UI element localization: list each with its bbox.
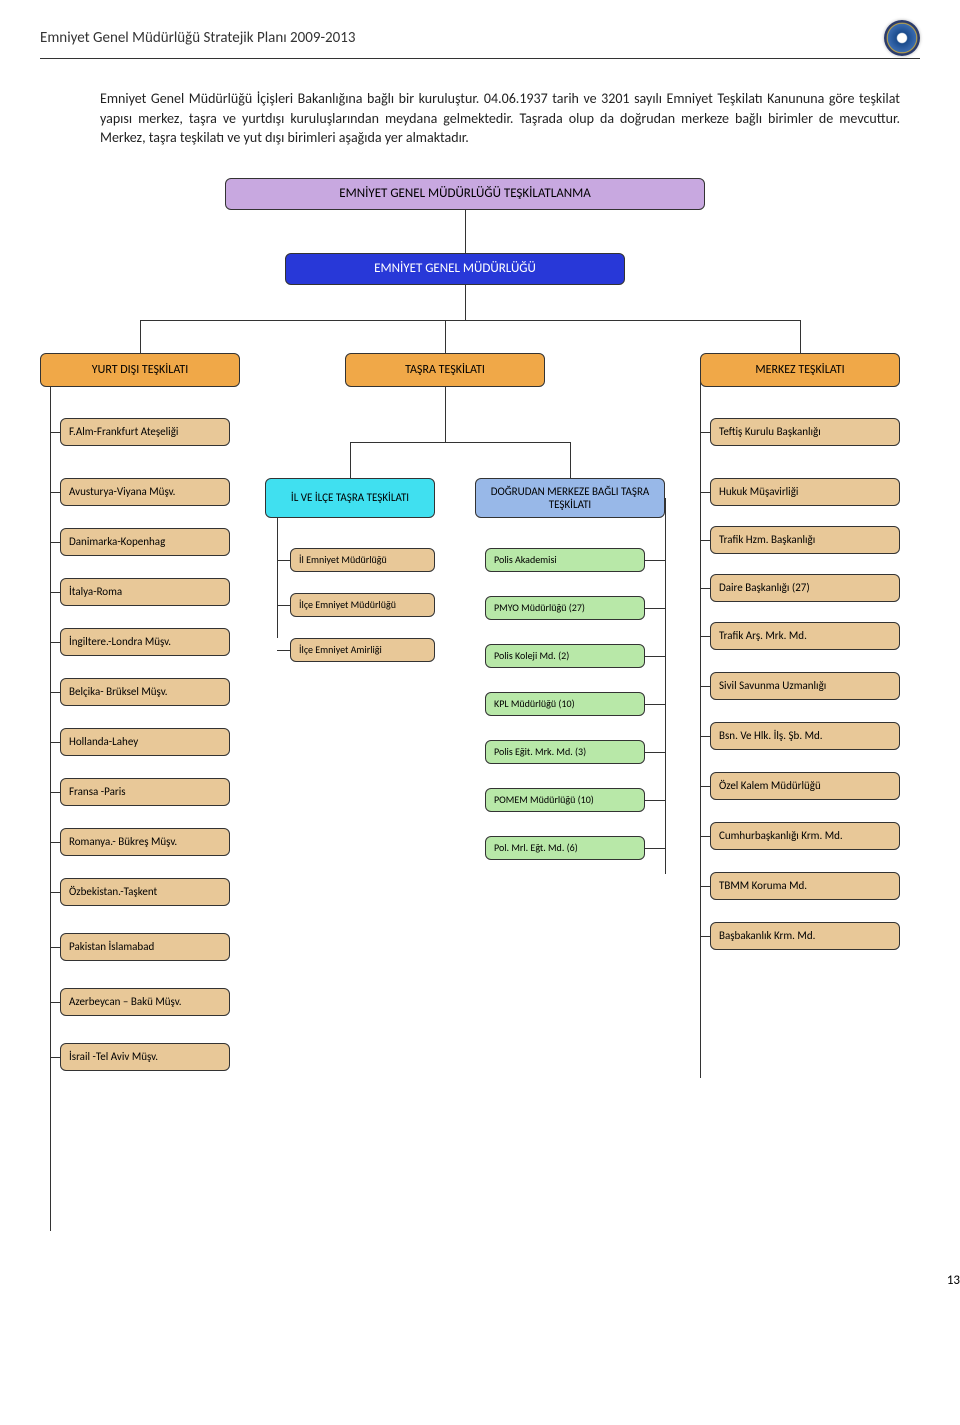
- node-yurt: YURT DIŞI TEŞKİLATI: [40, 353, 240, 387]
- page-number: 13: [947, 1273, 960, 1288]
- yurt-item-9: Özbekistan.-Taşkent: [60, 878, 230, 906]
- merkez-item-4: Trafik Arş. Mrk. Md.: [710, 622, 900, 650]
- node-dogrudan: DOĞRUDAN MERKEZE BAĞLI TAŞRA TEŞKİLATI: [475, 478, 665, 518]
- merkez-item-9: TBMM Koruma Md.: [710, 872, 900, 900]
- yurt-item-10: Pakistan İslamabad: [60, 933, 230, 961]
- dog-item-6: Pol. Mrl. Eğt. Md. (6): [485, 836, 645, 860]
- merkez-item-7: Özel Kalem Müdürlüğü: [710, 772, 900, 800]
- merkez-item-0: Teftiş Kurulu Başkanlığı: [710, 418, 900, 446]
- yurt-item-5: Belçika- Brüksel Müşv.: [60, 678, 230, 706]
- yurt-item-1: Avusturya-Viyana Müşv.: [60, 478, 230, 506]
- page-header: Emniyet Genel Müdürlüğü Stratejik Planı …: [40, 29, 355, 47]
- intro-paragraph: Emniyet Genel Müdürlüğü İçişleri Bakanlı…: [100, 89, 900, 148]
- yurt-item-8: Romanya.- Bükreş Müşv.: [60, 828, 230, 856]
- merkez-item-5: Sivil Savunma Uzmanlığı: [710, 672, 900, 700]
- yurt-item-12: İsrail -Tel Aviv Müşv.: [60, 1043, 230, 1071]
- merkez-item-6: Bsn. Ve Hlk. İlş. Şb. Md.: [710, 722, 900, 750]
- yurt-item-2: Danimarka-Kopenhag: [60, 528, 230, 556]
- yurt-item-4: İngiltere.-Londra Müşv.: [60, 628, 230, 656]
- merkez-item-10: Başbakanlık Krm. Md.: [710, 922, 900, 950]
- node-root: EMNİYET GENEL MÜDÜRLÜĞÜ TEŞKİLATLANMA: [225, 178, 705, 210]
- dog-item-4: Polis Eğit. Mrk. Md. (3): [485, 740, 645, 764]
- yurt-item-7: Fransa -Paris: [60, 778, 230, 806]
- dog-item-1: PMYO Müdürlüğü (27): [485, 596, 645, 620]
- ilce-item-2: İlçe Emniyet Amirliği: [290, 638, 435, 662]
- dog-item-0: Polis Akademisi: [485, 548, 645, 572]
- logo-badge: [884, 20, 920, 56]
- yurt-item-6: Hollanda-Lahey: [60, 728, 230, 756]
- dog-item-2: Polis Koleji Md. (2): [485, 644, 645, 668]
- node-ilce-tasra: İL VE İLÇE TAŞRA TEŞKİLATI: [265, 478, 435, 518]
- merkez-item-8: Cumhurbaşkanlığı Krm. Md.: [710, 822, 900, 850]
- ilce-item-0: İl Emniyet Müdürlüğü: [290, 548, 435, 572]
- ilce-item-1: İlçe Emniyet Müdürlüğü: [290, 593, 435, 617]
- yurt-item-3: İtalya-Roma: [60, 578, 230, 606]
- dog-item-5: POMEM Müdürlüğü (10): [485, 788, 645, 812]
- merkez-item-2: Trafik Hzm. Başkanlığı: [710, 526, 900, 554]
- node-merkez: MERKEZ TEŞKİLATI: [700, 353, 900, 387]
- node-egm: EMNİYET GENEL MÜDÜRLÜĞÜ: [285, 253, 625, 285]
- yurt-item-0: F.Alm-Frankfurt Ateşeliği: [60, 418, 230, 446]
- merkez-item-1: Hukuk Müşavirliği: [710, 478, 900, 506]
- yurt-item-11: Azerbeycan – Bakü Müşv.: [60, 988, 230, 1016]
- node-tasra: TAŞRA TEŞKİLATI: [345, 353, 545, 387]
- org-chart: EMNİYET GENEL MÜDÜRLÜĞÜ TEŞKİLATLANMA EM…: [40, 178, 920, 1258]
- merkez-item-3: Daire Başkanlığı (27): [710, 574, 900, 602]
- dog-item-3: KPL Müdürlüğü (10): [485, 692, 645, 716]
